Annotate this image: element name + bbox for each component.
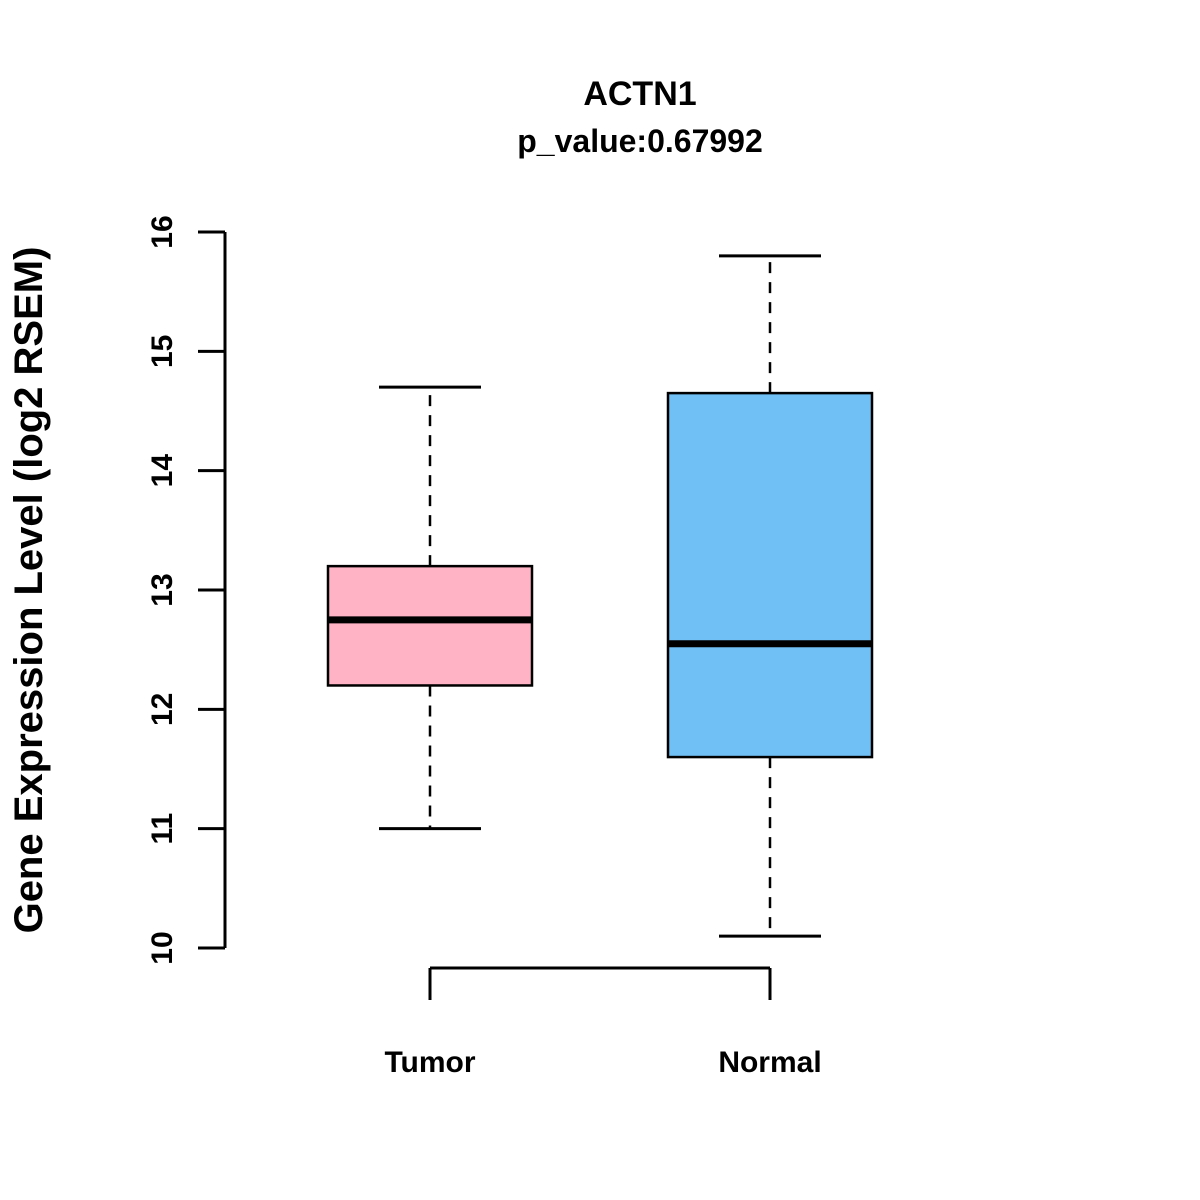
iqr-box [666, 391, 874, 759]
box-tumor [326, 385, 534, 831]
y-axis-tick-label: 16 [146, 215, 179, 248]
y-axis-tick-label: 10 [146, 931, 179, 964]
box-normal [666, 254, 874, 938]
iqr-box [326, 564, 534, 687]
y-axis-tick-label: 13 [146, 573, 179, 606]
x-axis: Tumor Normal [384, 966, 822, 1079]
x-axis-category-label: Tumor [384, 1046, 475, 1079]
chart-title: ACTN1 [583, 75, 696, 113]
y-axis-tick-label: 11 [146, 813, 179, 845]
y-axis: 10 11 12 13 14 15 16 [146, 215, 227, 965]
boxplot-boxes [326, 254, 874, 938]
y-axis-tick-label: 14 [146, 454, 179, 488]
x-axis-category-label: Normal [718, 1046, 821, 1079]
chart-subtitle: p_value:0.67992 [517, 123, 763, 159]
y-axis-tick-label: 12 [146, 693, 179, 726]
y-axis-label: Gene Expression Level (log2 RSEM) [7, 247, 51, 934]
y-axis-tick-label: 15 [146, 335, 179, 368]
